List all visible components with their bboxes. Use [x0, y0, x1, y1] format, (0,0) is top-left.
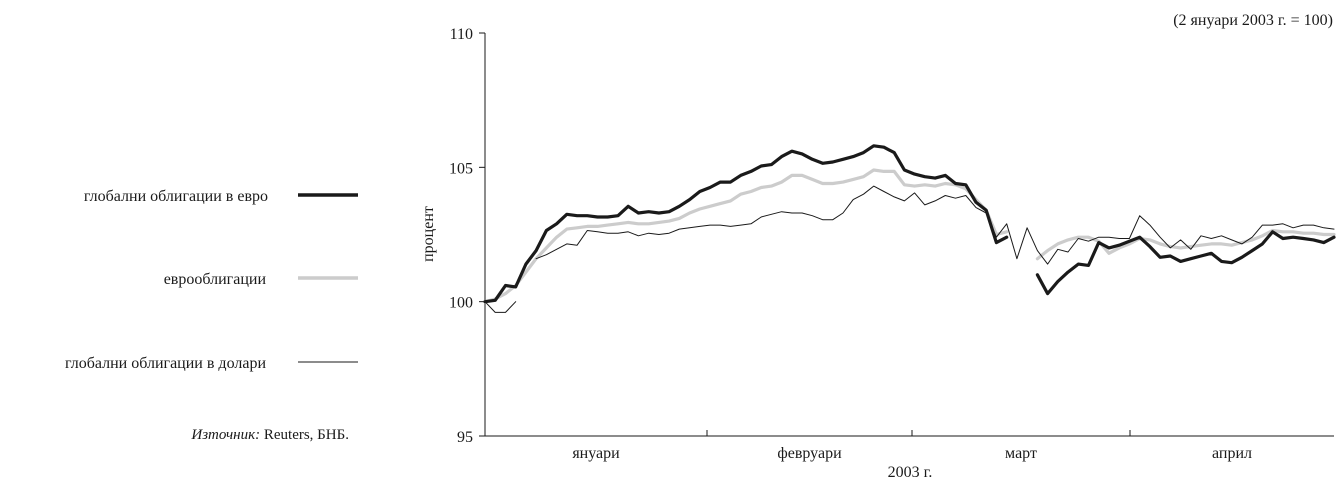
month-label: април: [1212, 445, 1252, 462]
month-label: март: [1005, 445, 1037, 462]
y-tick-label: 110: [450, 26, 473, 43]
source-label: Източник:: [190, 427, 260, 443]
y-tick-label: 105: [449, 160, 473, 177]
series-line-dollar-global: [484, 185, 1335, 313]
legend-label-euro-global: глобални облигации в евро: [84, 188, 268, 205]
series-line-eurobonds: [483, 168, 1336, 304]
x-axis-title: 2003 г.: [888, 464, 933, 481]
base-note: (2 януари 2003 г. = 100): [1173, 12, 1333, 29]
legend: глобални облигации в евро еврооблигации …: [65, 188, 358, 443]
series-line-euro-global: [483, 144, 1336, 304]
y-ticks: 95 100 105 110: [449, 26, 485, 446]
y-axis-title: процент: [420, 206, 437, 262]
month-label: февруари: [777, 445, 842, 462]
plot-area: 95 100 105 110 януари февруари март април (2 я…: [420, 12, 1336, 481]
y-tick-label: 95: [457, 429, 473, 446]
source-value: Reuters, БНБ.: [260, 427, 349, 443]
legend-label-dollar-global: глобални облигации в долари: [65, 355, 266, 372]
source-note: Източник: Reuters, БНБ.: [190, 427, 349, 443]
series-lines: [483, 144, 1336, 313]
y-tick-label: 100: [449, 295, 473, 312]
legend-label-eurobonds: еврооблигации: [164, 271, 267, 288]
month-label: януари: [572, 445, 620, 462]
x-ticks: януари февруари март април: [572, 430, 1252, 462]
